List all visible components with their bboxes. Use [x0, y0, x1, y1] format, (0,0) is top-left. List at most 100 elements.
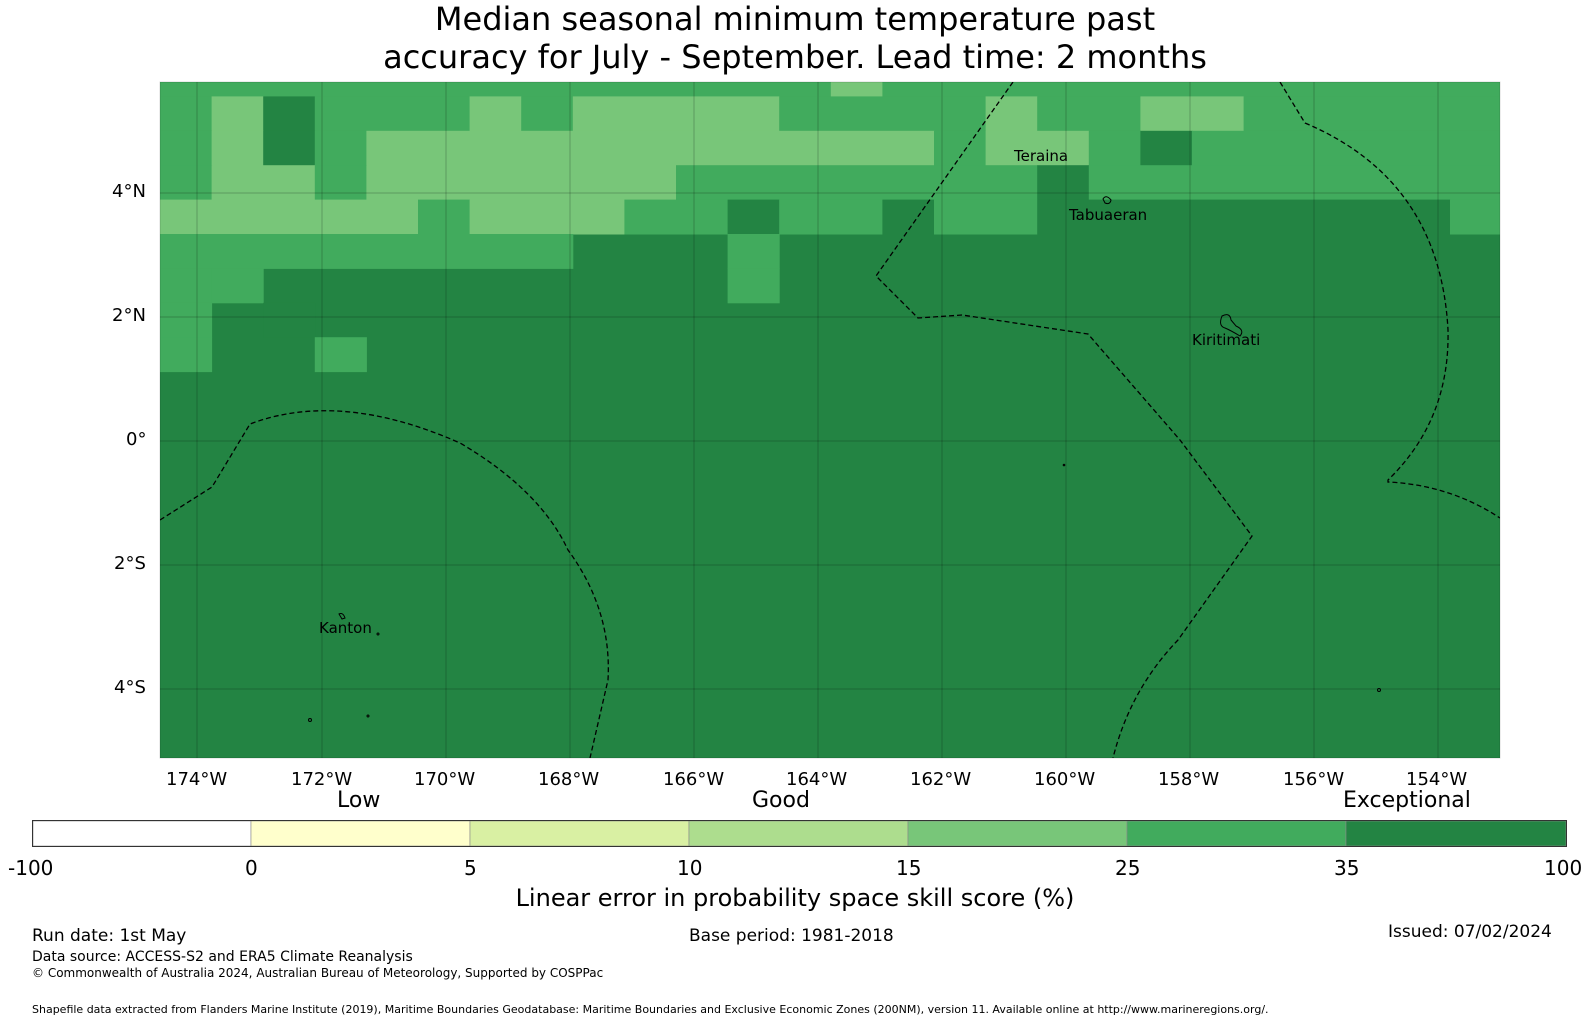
skill-cell [160, 268, 213, 304]
colorbar-segment [688, 820, 909, 847]
skill-cell [727, 199, 780, 235]
legend-category-low: Low [337, 788, 381, 813]
lon-tick-label: 154°W [1406, 769, 1468, 790]
lon-tick-label: 158°W [1158, 769, 1220, 790]
lat-tick-label: 2°N [112, 305, 146, 326]
skill-cell [1192, 130, 1500, 166]
skill-cell [882, 82, 1500, 97]
colorbar-tick-label: 25 [1115, 856, 1141, 880]
skill-cell [1140, 96, 1245, 132]
skill-cell [934, 130, 987, 166]
skill-cell [418, 199, 471, 235]
skill-cell [1088, 130, 1141, 166]
lat-tick-label: 2°S [114, 553, 146, 574]
lon-tick-label: 160°W [1034, 769, 1096, 790]
lon-tick-label: 166°W [663, 769, 725, 790]
skill-cell [160, 199, 419, 235]
place-label-kanton: Kanton [319, 619, 372, 637]
title-line-1: Median seasonal minimum temperature past [434, 0, 1156, 38]
skill-cell [160, 234, 574, 269]
colorbar-tick-label: 15 [896, 856, 922, 880]
island-kanton [338, 613, 346, 620]
lon-tick-label: 164°W [786, 769, 848, 790]
skill-cell [160, 337, 213, 373]
skill-cell [1450, 199, 1500, 235]
lon-tick-label: 174°W [166, 769, 228, 790]
skill-cell [211, 165, 316, 201]
skill-cell [314, 130, 367, 166]
eez-boundary-line-islands-north [875, 82, 1253, 758]
colorbar-tick-label: 10 [677, 856, 703, 880]
colorbar-tick-label: 100 [1544, 856, 1583, 880]
island-dot-5 [1062, 463, 1066, 467]
skill-cell [985, 130, 1090, 166]
island-tabuaeran [1102, 196, 1112, 205]
skill-cell [314, 96, 471, 132]
skill-cell [934, 199, 1038, 235]
title-line-2: accuracy for July - September. Lead time… [383, 38, 1207, 76]
skill-cell [1037, 96, 1141, 132]
shapefile-credit: Shapefile data extracted from Flanders M… [32, 1003, 1269, 1016]
place-label-kiritimati: Kiritimati [1192, 331, 1261, 349]
skill-cell [727, 268, 780, 304]
skill-cell [366, 130, 935, 166]
islands [308, 196, 1381, 722]
skill-cell [1037, 199, 1451, 235]
skill-cell [624, 199, 729, 235]
colorbar-tick-label: 0 [245, 856, 258, 880]
skill-cell [314, 337, 367, 373]
skill-cell [263, 130, 316, 166]
colorbar-tick-label: 35 [1334, 856, 1360, 880]
lon-tick-label: 162°W [910, 769, 972, 790]
data-source: Data source: ACCESS-S2 and ERA5 Climate … [32, 949, 413, 965]
map-title: Median seasonal minimum temperature past… [0, 0, 1590, 76]
lat-tick-label: 4°N [112, 181, 146, 202]
island-dot-2 [308, 718, 312, 722]
eez-boundaries [160, 82, 1500, 758]
skill-cell [727, 234, 780, 269]
skill-cell [572, 96, 780, 132]
skill-cell [263, 96, 316, 132]
skill-cell [160, 82, 832, 97]
skill-score-grid [160, 82, 1500, 758]
legend-category-exceptional: Exceptional [1343, 788, 1471, 813]
skill-cell [211, 96, 264, 132]
skill-cell [676, 165, 1038, 201]
skill-cell [160, 96, 213, 132]
colorbar-title: Linear error in probability space skill … [515, 884, 1075, 912]
lon-tick-label: 170°W [414, 769, 476, 790]
skill-cell [882, 199, 935, 235]
island-dot-1 [376, 632, 380, 636]
skill-cell [263, 302, 316, 338]
legend-category-good: Good [752, 788, 810, 813]
island-dot-4 [1377, 688, 1381, 692]
map-frame [159, 81, 1501, 759]
skill-cell [211, 268, 264, 304]
colorbar-segment [1345, 820, 1567, 847]
lon-tick-label: 156°W [1283, 769, 1345, 790]
base-period: Base period: 1981-2018 [689, 926, 894, 946]
colorbar [32, 820, 1567, 847]
colorbar-segment [907, 820, 1128, 847]
colorbar-tick-label: -100 [8, 856, 54, 880]
skill-cell [469, 96, 522, 132]
colorbar-frame [32, 820, 1567, 847]
island-dot-3 [366, 714, 370, 718]
skill-cell [314, 165, 367, 201]
lat-tick-label: 4°S [114, 677, 146, 698]
island-kiritimati [1220, 314, 1243, 337]
skill-cell [830, 82, 883, 97]
lon-tick-label: 172°W [291, 769, 353, 790]
lon-tick-label: 168°W [538, 769, 600, 790]
skill-cell [521, 96, 574, 132]
graticule [160, 82, 1500, 758]
skill-cell [1243, 96, 1500, 132]
colorbar-segment [1126, 820, 1347, 847]
lat-tick-label: 0° [126, 429, 147, 450]
skill-cell [211, 130, 264, 166]
skill-cell [160, 165, 213, 201]
colorbar-segment [32, 820, 252, 847]
eez-boundary-east [1279, 82, 1500, 519]
issued-date: Issued: 07/02/2024 [1388, 922, 1552, 942]
